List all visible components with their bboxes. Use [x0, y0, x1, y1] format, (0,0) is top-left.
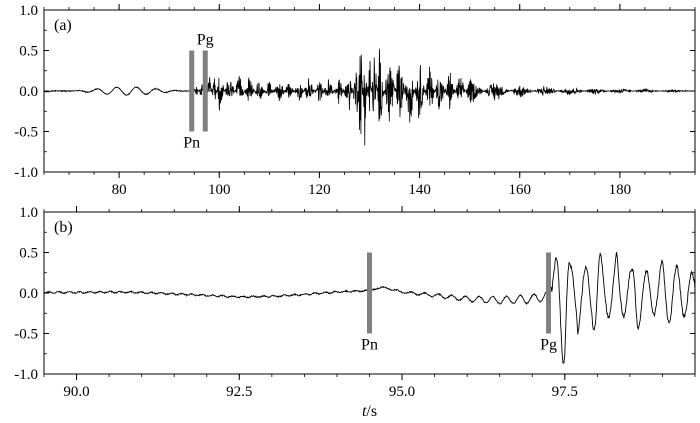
- phase-label-pg: Pg: [197, 32, 214, 49]
- x-tick-label: 180: [609, 182, 632, 198]
- x-tick-label: 160: [508, 182, 531, 198]
- y-tick-label: -1.0: [14, 165, 38, 181]
- x-tick-label: 90.0: [63, 384, 89, 400]
- phase-label-pn: Pn: [361, 337, 378, 354]
- y-tick-label: 1.0: [19, 205, 38, 221]
- panel-b: -1.0 -0.5 0.0 0.5 1.0 90.0 92.5 95.0 97.5 Pn Pg (b)…: [14, 205, 696, 420]
- x-tick-label: 95.0: [389, 384, 415, 400]
- x-tick-label: 140: [408, 182, 431, 198]
- waveform-line: [43, 48, 695, 146]
- y-tick-label: 0.5: [19, 44, 38, 60]
- x-tick-label: 80: [112, 182, 127, 198]
- x-tick-label: 92.5: [226, 384, 252, 400]
- x-axis-title: t/s: [362, 403, 377, 420]
- x-tick-label: 97.5: [552, 384, 578, 400]
- panel-label: (b): [54, 219, 73, 236]
- y-tick-label: -1.0: [14, 367, 38, 383]
- panel-a: -1.0 -0.5 0.0 0.5 1.0 80 100 120 140 160 180 Pn Pg (a…: [14, 3, 696, 198]
- y-tick-label: -0.5: [14, 327, 38, 343]
- phase-label-pn: Pn: [183, 135, 200, 152]
- x-tick-label: 120: [308, 182, 331, 198]
- y-tick-label: -0.5: [14, 125, 38, 141]
- x-tick-label: 100: [208, 182, 231, 198]
- y-tick-label: 1.0: [19, 3, 38, 19]
- panel-label: (a): [54, 17, 72, 34]
- y-tick-label: 0.5: [19, 246, 38, 262]
- y-tick-label: 0.0: [19, 286, 38, 302]
- y-tick-label: 0.0: [19, 84, 38, 100]
- phase-label-pg: Pg: [540, 337, 557, 354]
